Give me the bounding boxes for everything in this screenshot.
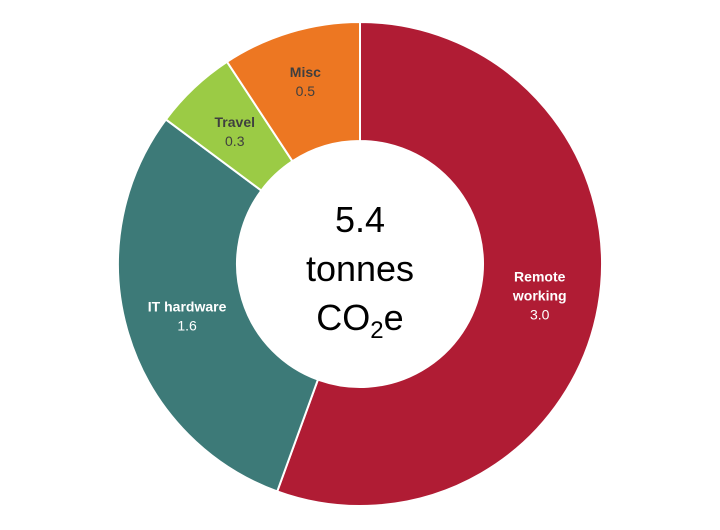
donut-slices	[117, 20, 603, 507]
slice-misc	[225, 20, 361, 163]
slice-value: 1.6	[177, 317, 197, 333]
slice-labels: Remote working 3.0 IT hardware 1.6 Travel 0.3 M…	[148, 64, 567, 333]
slice-name-line: Travel	[215, 114, 255, 130]
slice-value: 0.3	[225, 133, 245, 149]
slice-label-it-hardware: IT hardware 1.6	[148, 298, 227, 333]
slice-it-hardware	[117, 118, 320, 493]
co2-main: CO	[316, 297, 370, 338]
center-total-value: 5.4	[335, 199, 385, 240]
slice-label-misc: Misc 0.5	[290, 64, 321, 99]
co2-subscript: 2	[370, 317, 383, 344]
slice-name-line: working	[512, 288, 567, 304]
slice-label-remote-working: Remote working 3.0	[512, 269, 567, 323]
center-co2e-label: CO2e	[316, 297, 403, 344]
slice-remote-working	[275, 20, 603, 507]
co2-suffix: e	[384, 297, 404, 338]
slice-value: 3.0	[530, 307, 550, 323]
center-unit-label: tonnes	[306, 248, 414, 289]
slice-name-line: Misc	[290, 64, 321, 80]
slice-value: 0.5	[296, 83, 316, 99]
slice-label-travel: Travel 0.3	[215, 114, 255, 149]
center-label: 5.4 tonnes CO2e	[306, 199, 414, 344]
slice-name-line: Remote	[514, 269, 566, 285]
slice-name-line: IT hardware	[148, 298, 227, 314]
